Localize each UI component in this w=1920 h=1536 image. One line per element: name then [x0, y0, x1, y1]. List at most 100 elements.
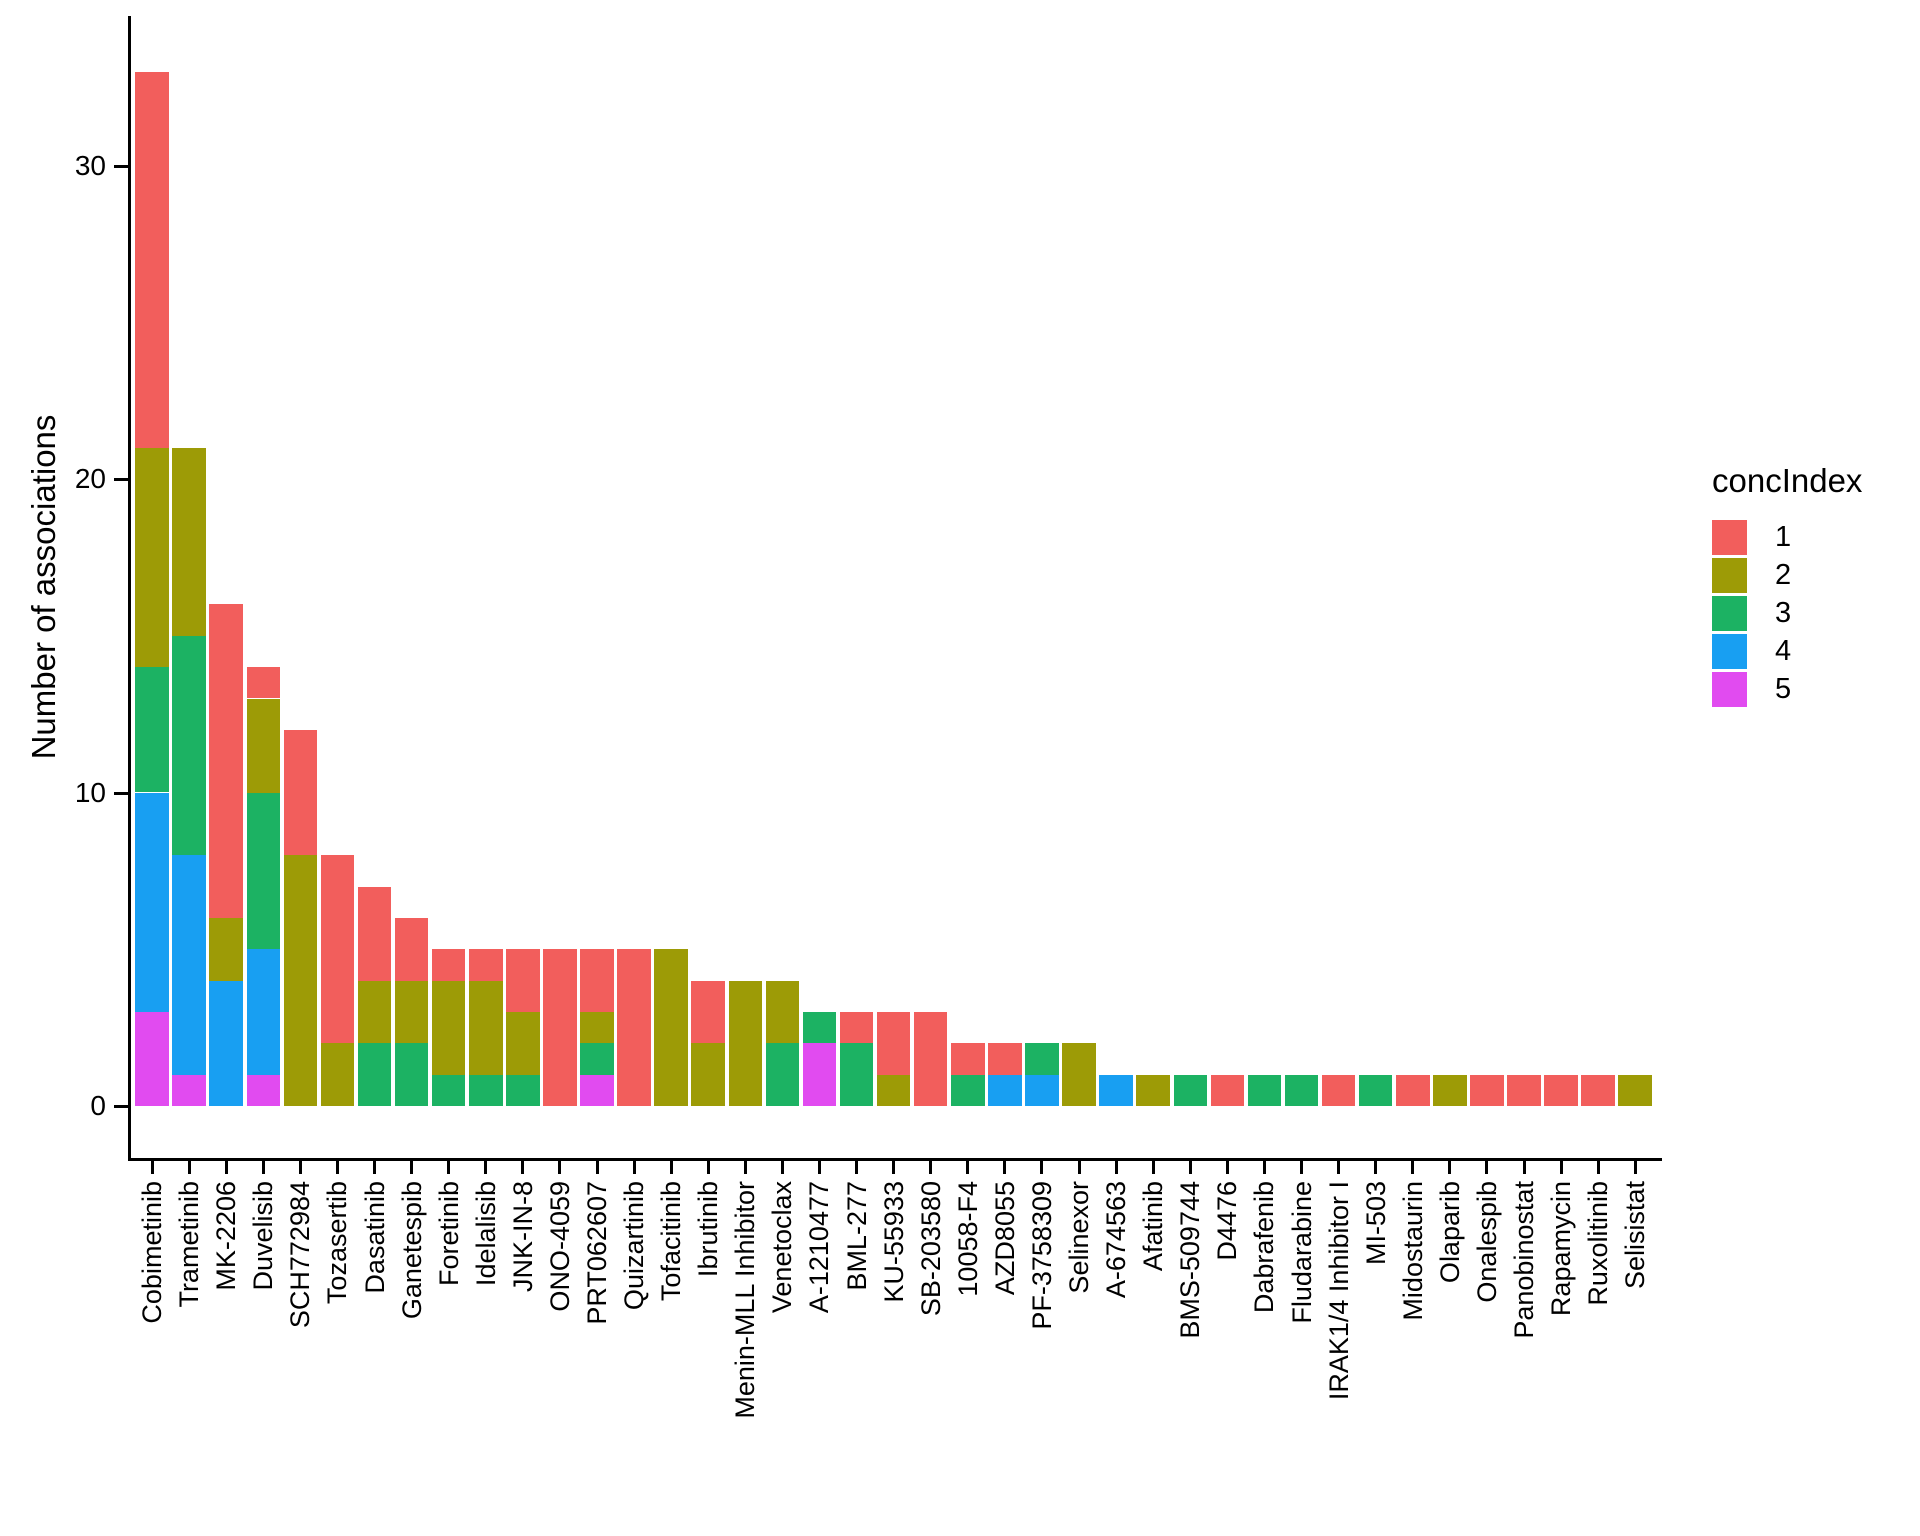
bar-segment	[320, 855, 355, 1044]
bar-segment	[1544, 1074, 1578, 1107]
bar-segment	[357, 886, 392, 981]
bar-segment	[506, 949, 540, 1012]
bar-segment	[172, 855, 206, 1075]
bar-segment	[135, 1012, 169, 1107]
bar-segment	[728, 980, 762, 1106]
bar-segment	[1173, 1074, 1207, 1107]
x-tick	[743, 1161, 747, 1174]
bar-segment	[135, 71, 169, 448]
x-tick	[1262, 1161, 1266, 1174]
x-tick-label: Dabrafenib	[1249, 1181, 1280, 1314]
bar-segment	[691, 1043, 725, 1106]
bar-segment	[691, 980, 725, 1044]
bar-segment	[765, 1043, 800, 1106]
bar-segment	[431, 949, 466, 981]
bar-segment	[431, 980, 466, 1075]
x-tick	[261, 1161, 265, 1174]
x-tick	[1522, 1161, 1526, 1174]
x-tick-label: Foretinib	[433, 1181, 464, 1287]
x-tick-label: Venetoclax	[767, 1181, 798, 1314]
bar-segment	[431, 1074, 466, 1107]
x-tick	[298, 1161, 302, 1174]
bar-segment	[357, 980, 392, 1044]
x-tick-label: Trametinib	[174, 1181, 205, 1308]
x-tick	[224, 1161, 228, 1174]
x-tick-label: Afatinib	[1138, 1181, 1169, 1272]
x-tick-label: IRAK1/4 Inhibitor I	[1323, 1181, 1354, 1401]
x-tick	[817, 1161, 821, 1174]
bar-segment	[172, 635, 206, 856]
bar-segment	[357, 1043, 392, 1106]
x-tick	[929, 1161, 933, 1174]
x-axis-line	[128, 1158, 1662, 1161]
bar-segment	[951, 1043, 985, 1075]
bar-segment	[469, 980, 503, 1075]
legend-label: 4	[1775, 635, 1792, 667]
bar-segment	[209, 917, 243, 981]
x-tick-label: Menin-MLL Inhibitor	[730, 1181, 761, 1419]
x-tick-label: Midostaurin	[1397, 1181, 1428, 1321]
x-tick	[335, 1161, 339, 1174]
bar-segment	[135, 667, 169, 793]
bar-segment	[283, 855, 318, 1106]
x-tick-label: PF-3758309	[1026, 1181, 1057, 1330]
bar-segment	[913, 1012, 948, 1107]
x-tick	[669, 1161, 673, 1174]
x-tick	[410, 1161, 414, 1174]
x-tick-label: Onalespib	[1471, 1181, 1502, 1303]
bar-segment	[172, 447, 206, 636]
x-tick-label: Ganetespib	[396, 1181, 427, 1320]
x-tick-label: 10058-F4	[952, 1181, 983, 1297]
x-tick	[855, 1161, 858, 1174]
x-tick-label: KU-55933	[878, 1181, 909, 1303]
bar-segment	[1247, 1074, 1282, 1107]
x-tick	[1633, 1161, 1637, 1174]
y-tick-label: 20	[74, 463, 106, 494]
x-tick-label: AZD8055	[989, 1181, 1020, 1296]
bar-segment	[580, 1043, 614, 1075]
legend-key	[1712, 558, 1747, 593]
bar-segment	[394, 1043, 429, 1106]
x-tick-label: PRT062607	[582, 1181, 612, 1325]
bar-segment	[654, 949, 688, 1107]
legend-label: 5	[1775, 673, 1792, 705]
legend-key	[1712, 520, 1747, 555]
x-tick-label: Cobimetinib	[137, 1181, 167, 1324]
bar-segment	[469, 1074, 503, 1107]
bar-segment	[1136, 1074, 1170, 1107]
bar-segment	[1358, 1074, 1393, 1107]
bar-segment	[580, 949, 614, 1012]
x-tick	[1374, 1161, 1378, 1174]
bar-segment	[1581, 1074, 1615, 1107]
bar-segment	[839, 1012, 874, 1044]
x-tick	[1596, 1161, 1600, 1174]
bar-segment	[394, 917, 429, 981]
bar-segment	[1470, 1074, 1504, 1107]
bar-segment	[209, 980, 243, 1106]
x-tick	[521, 1161, 525, 1174]
bar-segment	[246, 792, 280, 950]
x-tick-label: Selinexor	[1064, 1181, 1094, 1294]
bar-segment	[802, 1043, 837, 1106]
x-tick	[1448, 1161, 1452, 1174]
bar-segment	[1284, 1074, 1319, 1107]
bar-segment	[246, 698, 280, 793]
x-tick	[150, 1161, 154, 1174]
y-axis-line	[128, 16, 131, 1161]
x-tick-label: Selisistat	[1620, 1181, 1651, 1290]
y-tick-label: 0	[90, 1090, 106, 1121]
y-axis-title: Number of associations	[25, 414, 62, 760]
x-tick	[1411, 1161, 1415, 1174]
bar-segment	[320, 1043, 355, 1106]
x-tick-label: Olaparib	[1434, 1181, 1465, 1284]
x-tick-label: Tofacitinib	[656, 1181, 687, 1302]
y-tick-label: 30	[74, 149, 106, 181]
y-tick	[114, 478, 128, 481]
bar-segment	[394, 980, 429, 1044]
x-tick	[187, 1161, 191, 1174]
bar-segment	[506, 1012, 540, 1075]
bar-segment	[1025, 1074, 1059, 1107]
x-tick-label: ONO-4059	[544, 1181, 575, 1312]
bar-segment	[1618, 1074, 1652, 1107]
